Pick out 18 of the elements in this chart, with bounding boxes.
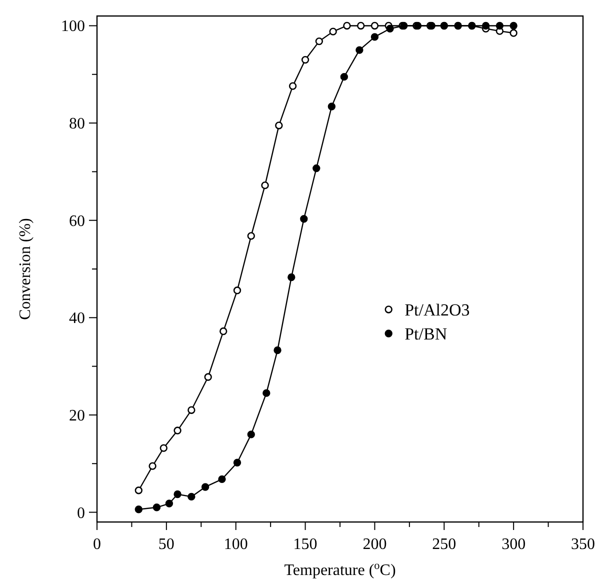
- x-tick-label: 150: [293, 536, 318, 553]
- x-tick-label: 250: [432, 536, 456, 553]
- y-tick-label: 60: [69, 212, 85, 230]
- y-tick-label: 80: [69, 116, 85, 133]
- x-tick-label: 200: [362, 536, 387, 553]
- y-tick-label: 100: [61, 18, 85, 36]
- y-tick-label: 20: [69, 407, 85, 424]
- x-tick-label: 300: [502, 536, 526, 553]
- x-tick-label: 50: [158, 536, 174, 553]
- x-tick-label: 0: [93, 536, 101, 553]
- y-axis-title: Conversion (%): [17, 218, 34, 320]
- x-axis-title: Temperature ($^{o}$C): [284, 560, 396, 579]
- y-tick-label: 0: [77, 504, 85, 522]
- x-tick-label: 350: [571, 536, 595, 553]
- y-tick-label: 40: [69, 310, 85, 328]
- x-tick-label: 100: [224, 536, 248, 553]
- legend-label: Pt/BN: [404, 324, 448, 344]
- legend-label: Pt/Al2O3: [404, 300, 470, 320]
